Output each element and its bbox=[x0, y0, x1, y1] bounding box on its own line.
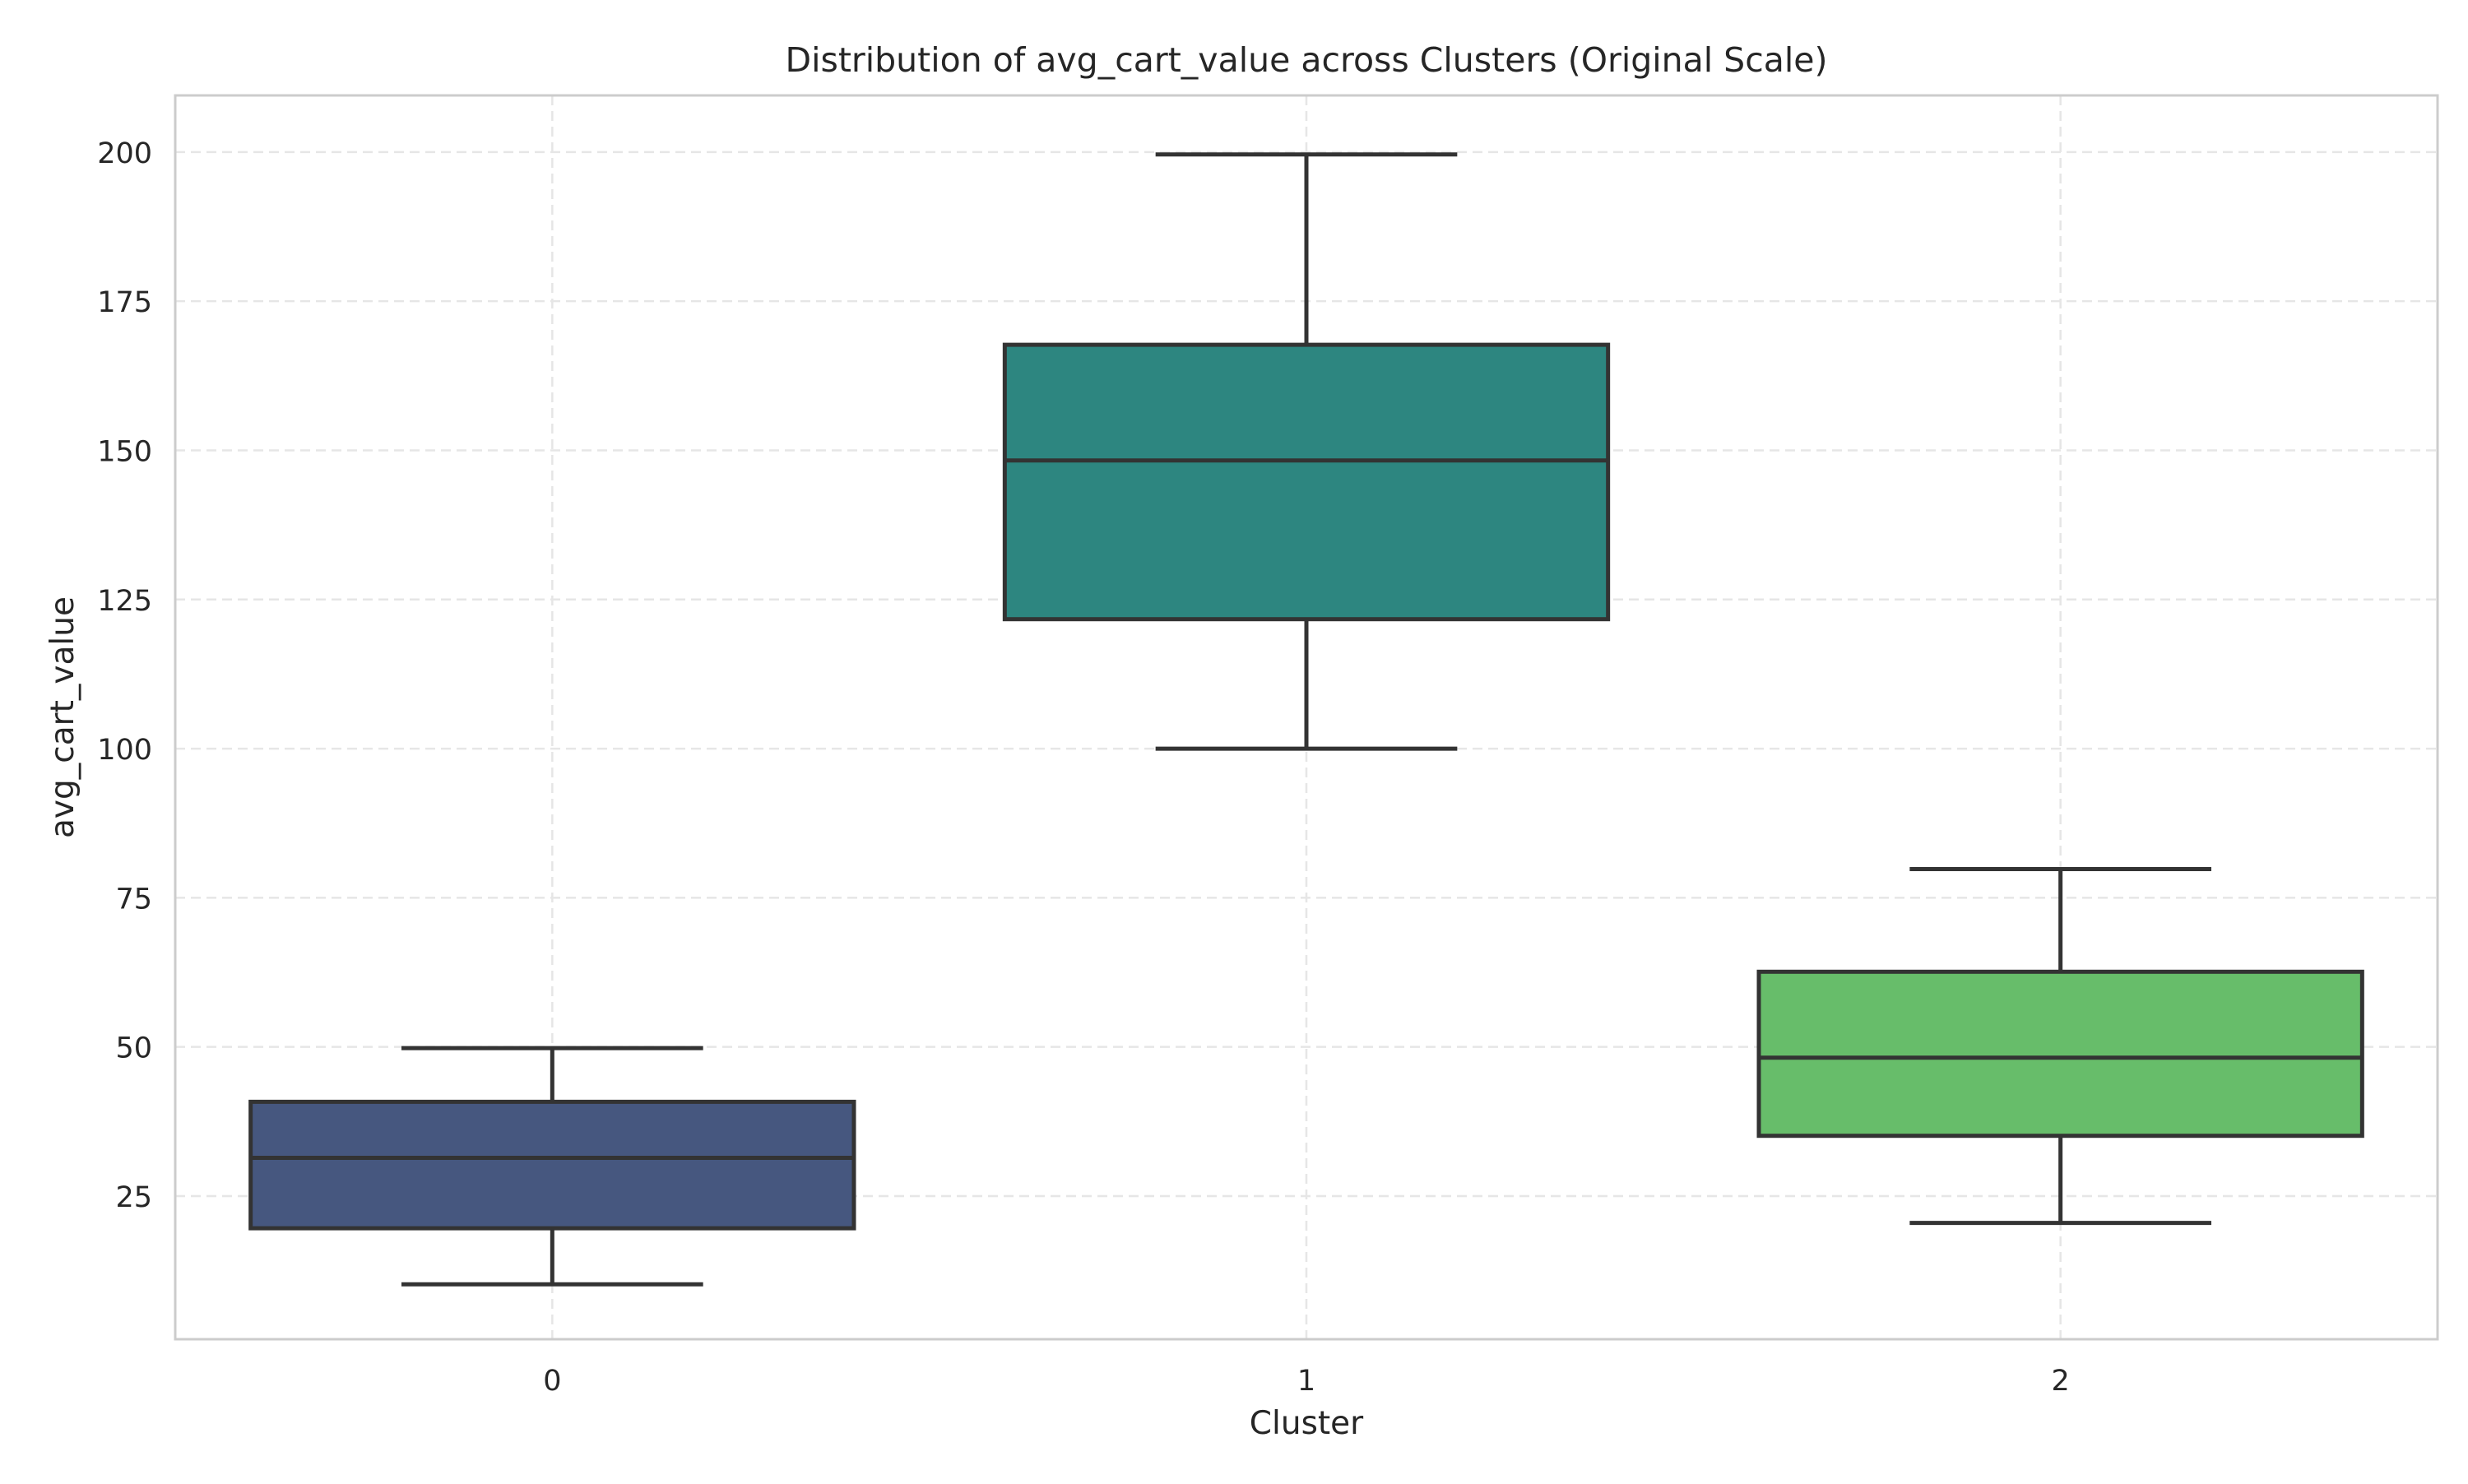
y-tick-label: 25 bbox=[115, 1181, 152, 1214]
x-axis-label: Cluster bbox=[1250, 1405, 1364, 1442]
y-tick-label: 175 bbox=[97, 286, 152, 319]
y-tick-label: 50 bbox=[115, 1032, 152, 1065]
x-tick-label: 0 bbox=[543, 1365, 561, 1398]
iqr-box bbox=[1756, 969, 2364, 1139]
box-cluster-0 bbox=[248, 1046, 856, 1287]
plot-frame bbox=[174, 94, 2439, 1341]
iqr-box bbox=[1002, 342, 1611, 622]
tick-label-layer: 25 50 75 100 125 150 175 200 0 1 2 bbox=[97, 137, 2070, 1398]
y-tick-label: 125 bbox=[97, 585, 152, 618]
y-tick-label: 200 bbox=[97, 137, 152, 170]
x-tick-label: 2 bbox=[2052, 1365, 2070, 1398]
box-layer bbox=[248, 152, 2364, 1287]
y-tick-label: 75 bbox=[115, 883, 152, 916]
y-axis-label: avg_cart_value bbox=[44, 596, 81, 838]
x-tick-label: 1 bbox=[1297, 1365, 1315, 1398]
y-tick-label: 100 bbox=[97, 734, 152, 767]
box-cluster-1 bbox=[1002, 152, 1611, 751]
y-tick-label: 150 bbox=[97, 435, 152, 468]
box-cluster-2 bbox=[1756, 867, 2364, 1226]
chart-title: Distribution of avg_cart_value across Cl… bbox=[786, 40, 1828, 80]
iqr-box bbox=[248, 1099, 856, 1231]
